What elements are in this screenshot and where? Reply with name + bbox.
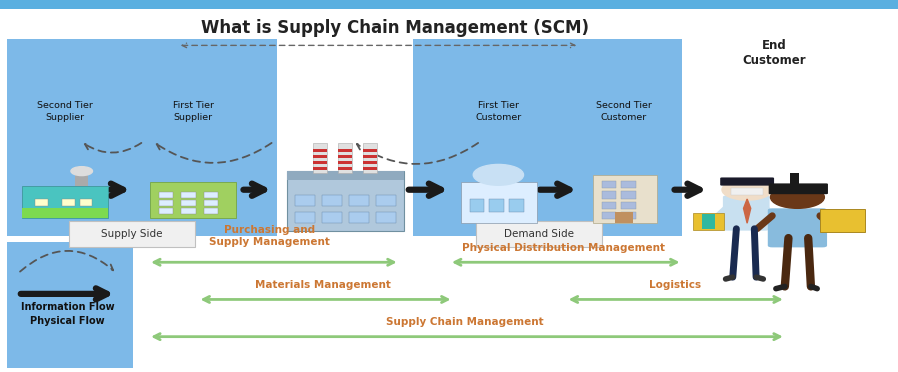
FancyBboxPatch shape [413,39,682,236]
FancyBboxPatch shape [22,186,108,218]
FancyBboxPatch shape [62,199,75,206]
FancyBboxPatch shape [363,167,377,170]
FancyBboxPatch shape [602,212,616,219]
FancyBboxPatch shape [621,202,636,209]
FancyBboxPatch shape [615,212,633,223]
FancyBboxPatch shape [295,212,315,223]
FancyBboxPatch shape [181,200,196,206]
Text: Information Flow
Physical Flow: Information Flow Physical Flow [21,302,114,326]
FancyBboxPatch shape [338,167,352,170]
FancyBboxPatch shape [338,143,352,173]
Circle shape [770,186,824,208]
Text: First Tier
Supplier: First Tier Supplier [172,101,214,122]
Text: Supply Chain Management: Supply Chain Management [386,317,544,327]
FancyBboxPatch shape [0,0,898,9]
Text: Purchasing and
Supply Management: Purchasing and Supply Management [209,225,330,247]
FancyBboxPatch shape [295,195,315,206]
Text: Second Tier
Supplier: Second Tier Supplier [37,101,92,122]
FancyBboxPatch shape [602,191,616,199]
FancyBboxPatch shape [338,149,352,152]
FancyBboxPatch shape [313,149,327,152]
Circle shape [473,164,524,185]
Text: Materials Management: Materials Management [255,280,392,290]
FancyBboxPatch shape [22,208,108,218]
FancyBboxPatch shape [593,175,657,223]
FancyBboxPatch shape [820,209,865,232]
FancyBboxPatch shape [322,212,342,223]
FancyBboxPatch shape [204,192,218,198]
Text: First Tier
Customer: First Tier Customer [475,101,522,122]
FancyBboxPatch shape [602,202,616,209]
FancyBboxPatch shape [150,182,236,218]
FancyBboxPatch shape [159,192,173,198]
FancyBboxPatch shape [338,155,352,158]
FancyBboxPatch shape [693,213,724,230]
FancyBboxPatch shape [313,143,327,173]
FancyBboxPatch shape [7,39,277,236]
FancyBboxPatch shape [470,199,484,212]
FancyBboxPatch shape [720,177,774,186]
Circle shape [722,179,772,200]
FancyBboxPatch shape [702,214,715,229]
FancyBboxPatch shape [7,242,133,368]
FancyBboxPatch shape [476,221,602,247]
FancyBboxPatch shape [461,182,537,223]
FancyBboxPatch shape [621,191,636,199]
FancyBboxPatch shape [338,161,352,164]
FancyBboxPatch shape [313,155,327,158]
FancyBboxPatch shape [159,208,173,214]
Text: Logistics: Logistics [649,280,701,290]
FancyBboxPatch shape [376,212,396,223]
FancyBboxPatch shape [376,195,396,206]
FancyBboxPatch shape [363,161,377,164]
FancyBboxPatch shape [602,181,616,188]
FancyBboxPatch shape [731,188,763,195]
Text: End
Customer: End Customer [743,39,806,67]
FancyBboxPatch shape [313,161,327,164]
FancyBboxPatch shape [287,171,404,231]
FancyBboxPatch shape [35,199,48,206]
FancyBboxPatch shape [204,200,218,206]
FancyBboxPatch shape [75,175,88,186]
FancyBboxPatch shape [181,192,196,198]
FancyBboxPatch shape [287,171,404,180]
FancyBboxPatch shape [349,195,369,206]
FancyBboxPatch shape [723,195,770,231]
Text: Physical Distribution Management: Physical Distribution Management [462,243,665,253]
FancyBboxPatch shape [489,199,504,212]
FancyBboxPatch shape [363,149,377,152]
FancyBboxPatch shape [363,143,377,173]
Text: Second Tier
Customer: Second Tier Customer [596,101,652,122]
FancyBboxPatch shape [621,181,636,188]
Circle shape [71,167,92,176]
Text: Demand Side: Demand Side [504,230,574,239]
FancyBboxPatch shape [363,155,377,158]
FancyBboxPatch shape [80,199,92,206]
FancyBboxPatch shape [621,212,636,219]
FancyBboxPatch shape [790,173,799,192]
FancyBboxPatch shape [769,183,828,194]
FancyBboxPatch shape [768,208,827,247]
FancyBboxPatch shape [159,200,173,206]
Text: What is Supply Chain Management (SCM): What is Supply Chain Management (SCM) [201,19,589,37]
FancyBboxPatch shape [69,221,195,247]
FancyBboxPatch shape [204,208,218,214]
FancyBboxPatch shape [349,212,369,223]
FancyBboxPatch shape [181,208,196,214]
FancyBboxPatch shape [509,199,524,212]
Polygon shape [744,199,751,223]
Text: Supply Side: Supply Side [101,230,163,239]
FancyBboxPatch shape [313,167,327,170]
FancyBboxPatch shape [322,195,342,206]
